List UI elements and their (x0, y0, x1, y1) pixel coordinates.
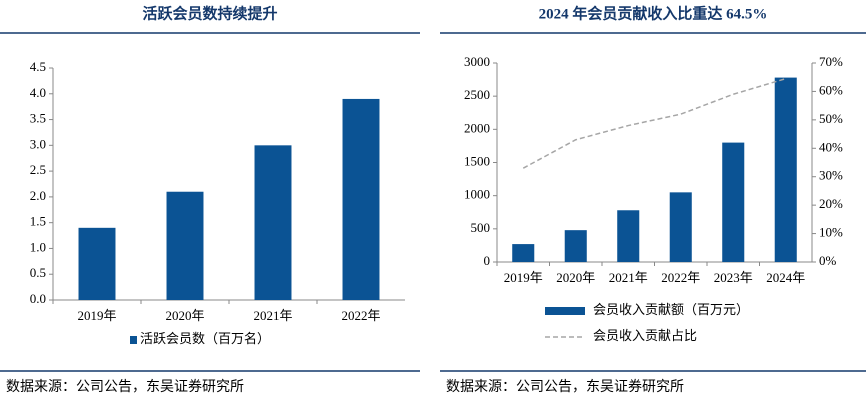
y-tick-label: 3.0 (30, 136, 46, 151)
source: 数据来源：公司公告，东吴证券研究所 (446, 379, 684, 395)
x-tick-label: 2020年 (165, 308, 204, 323)
y2-tick-label: 70% (819, 54, 843, 69)
y2-tick-label: 30% (819, 168, 843, 183)
y-tick-label: 4.5 (30, 59, 46, 74)
bar (254, 145, 292, 300)
x-tick-label: 2023年 (714, 270, 753, 285)
legend-label: 活跃会员数（百万名） (140, 331, 270, 346)
source: 数据来源：公司公告，东吴证券研究所 (6, 379, 244, 395)
y-tick-label: 1500 (464, 153, 490, 168)
x-tick-label: 2021年 (253, 308, 292, 323)
x-tick-label: 2019年 (504, 270, 543, 285)
y-tick-label: 2000 (464, 120, 490, 135)
y2-tick-label: 40% (819, 139, 843, 154)
y-tick-label: 1000 (464, 187, 490, 202)
bar (342, 98, 380, 300)
y2-tick-label: 50% (819, 111, 843, 126)
line (522, 77, 786, 169)
x-tick-label: 2022年 (341, 308, 380, 323)
x-tick-label: 2019年 (77, 308, 116, 323)
bar (78, 227, 116, 300)
chart-title: 活跃会员数持续提升 (142, 4, 277, 22)
y-tick-label: 1.5 (30, 214, 46, 229)
bar (669, 192, 692, 262)
legend-label: 会员收入贡献额（百万元） (593, 302, 749, 317)
y2-tick-label: 10% (819, 225, 843, 240)
legend-swatch (545, 307, 585, 315)
chart-title: 2024 年会员贡献收入比重达 64.5% (539, 4, 768, 22)
y-tick-label: 0 (484, 253, 491, 268)
x-tick-label: 2024年 (766, 270, 805, 285)
legend-swatch (130, 336, 137, 344)
y-tick-label: 3000 (464, 54, 490, 69)
bar (512, 244, 535, 262)
bar (166, 191, 204, 300)
y-tick-label: 2.0 (30, 188, 46, 203)
bar (564, 230, 587, 262)
y-tick-label: 2.5 (30, 162, 46, 177)
legend-label: 会员收入贡献占比 (593, 328, 697, 343)
y2-tick-label: 20% (819, 196, 843, 211)
y-tick-label: 3.5 (30, 111, 46, 126)
y2-tick-label: 60% (819, 82, 843, 97)
x-tick-label: 2022年 (661, 270, 700, 285)
x-tick-label: 2020年 (556, 270, 595, 285)
y-tick-label: 2500 (464, 87, 490, 102)
y-tick-label: 4.0 (30, 85, 46, 100)
bar (722, 142, 745, 262)
y-tick-label: 1.0 (30, 239, 46, 254)
y-tick-label: 500 (471, 220, 491, 235)
y2-tick-label: 0% (819, 253, 837, 268)
x-tick-label: 2021年 (609, 270, 648, 285)
bar (774, 77, 797, 263)
y-tick-label: 0.5 (30, 265, 46, 280)
bar (617, 210, 640, 262)
y-tick-label: 0.0 (30, 291, 46, 306)
